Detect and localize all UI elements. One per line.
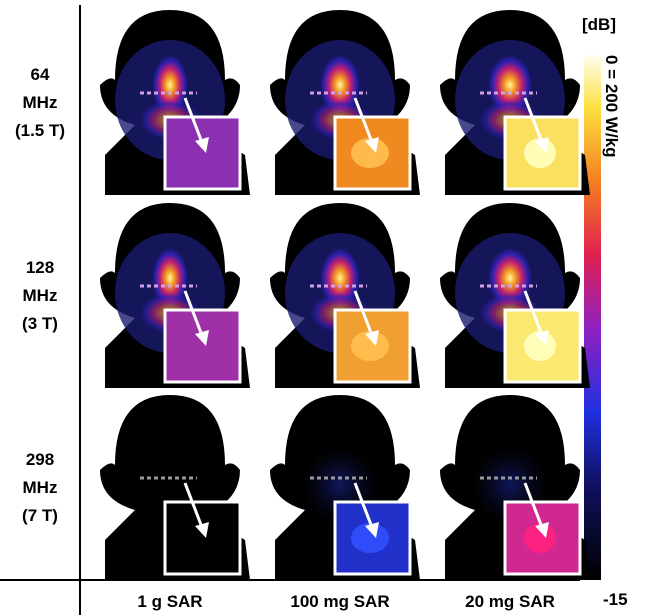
row-label: (1.5 T) [15,121,65,140]
inset [165,502,240,574]
row-label: MHz [23,478,58,497]
column-label: 100 mg SAR [290,592,389,611]
row-label: 128 [26,258,54,277]
row-label: MHz [23,286,58,305]
inset [165,310,240,382]
column-label: 1 g SAR [137,592,202,611]
row-label: (7 T) [22,506,58,525]
figure: [dB] 0 = 200 W/kg -15 64 MHz (1.5 T) 128 MHz… [0,0,649,615]
colorbar-top-label: 0 = 200 W/kg [602,55,621,158]
colorbar-unit: [dB] [582,15,616,34]
row-label: (3 T) [22,314,58,333]
colorbar-bottom-label: -15 [603,590,628,609]
row-label: 64 [31,65,50,84]
column-label: 20 mg SAR [465,592,555,611]
colorbar [584,55,601,580]
inset [165,117,240,189]
row-label: MHz [23,93,58,112]
page: [dB] 0 = 200 W/kg -15 64 MHz (1.5 T) 128 MHz… [0,0,649,615]
row-label: 298 [26,450,54,469]
